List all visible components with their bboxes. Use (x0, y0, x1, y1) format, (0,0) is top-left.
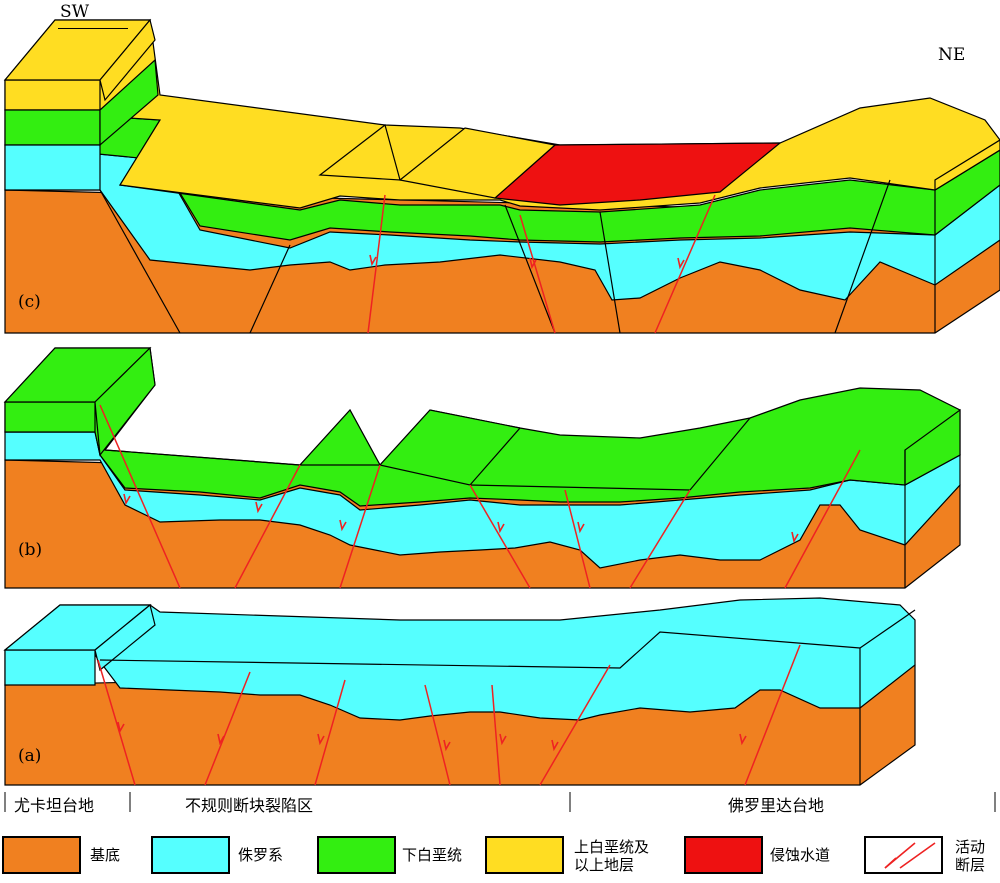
orientation-sw-label: SW (60, 2, 90, 22)
panel-a-active-fault (314, 679, 346, 786)
legend-swatch-basement (2, 836, 81, 874)
legend-label-upper-cretaceous: 上白垩统及 以上地层 (574, 838, 650, 874)
panel-a-active-fault (539, 664, 611, 786)
panel-c-active-fault (654, 194, 716, 334)
legend-swatch-jurassic (151, 836, 230, 874)
legend-label-jurassic: 侏罗系 (238, 846, 284, 864)
panel-b-active-fault (629, 489, 691, 589)
orientation-ne-label: NE (938, 45, 966, 65)
panel-label-b: (b) (18, 540, 43, 560)
legend-label-basement: 基底 (90, 846, 121, 864)
legend-swatch-erosion-channel (684, 836, 763, 874)
panel-c-lower-cretaceous (4, 109, 1000, 243)
legend-label-active-fault: 活动 断层 (955, 838, 986, 874)
panel-c-jurassic (4, 144, 1000, 301)
panel-c (3, 18, 1000, 334)
panel-a-jurassic (4, 597, 916, 721)
panel-b-jurassic (4, 431, 961, 569)
panel-a-active-fault (204, 671, 251, 786)
legend-label-lower-cretaceous: 下白垩统 (402, 846, 463, 864)
region-florida-platform: 佛罗里达台地 (728, 796, 825, 815)
panel-a-active-fault (491, 684, 501, 786)
region-rift-zone: 不规则断块裂陷区 (185, 796, 314, 815)
legend-swatch-upper-cretaceous (485, 836, 564, 874)
panel-a-active-fault (424, 684, 451, 786)
legend-swatch-lower-cretaceous (317, 836, 396, 874)
panel-b-active-fault (99, 404, 181, 589)
panel-b-active-fault (784, 449, 861, 589)
panel-a-active-fault (744, 644, 801, 786)
panel-c-active-fault (367, 194, 386, 334)
panel-b-active-fault (234, 464, 301, 589)
panel-a (3, 597, 916, 786)
legend-swatch-active-fault (864, 836, 943, 874)
panel-b (3, 346, 961, 589)
region-yucatan-platform: 尤卡坦台地 (14, 796, 95, 815)
panel-b-active-fault (564, 489, 591, 589)
legend-swatches (2, 836, 943, 874)
panel-a-active-fault (97, 659, 136, 786)
legend-label-erosion-channel: 侵蚀水道 (770, 846, 831, 864)
region-dividers (4, 792, 996, 812)
panel-b-active-fault (469, 484, 531, 589)
panel-b-active-fault (339, 464, 381, 589)
panel-label-a: (a) (18, 746, 42, 766)
panel-c-active-fault (519, 214, 556, 334)
sw-underline (58, 28, 128, 29)
panel-label-c: (c) (18, 292, 41, 312)
